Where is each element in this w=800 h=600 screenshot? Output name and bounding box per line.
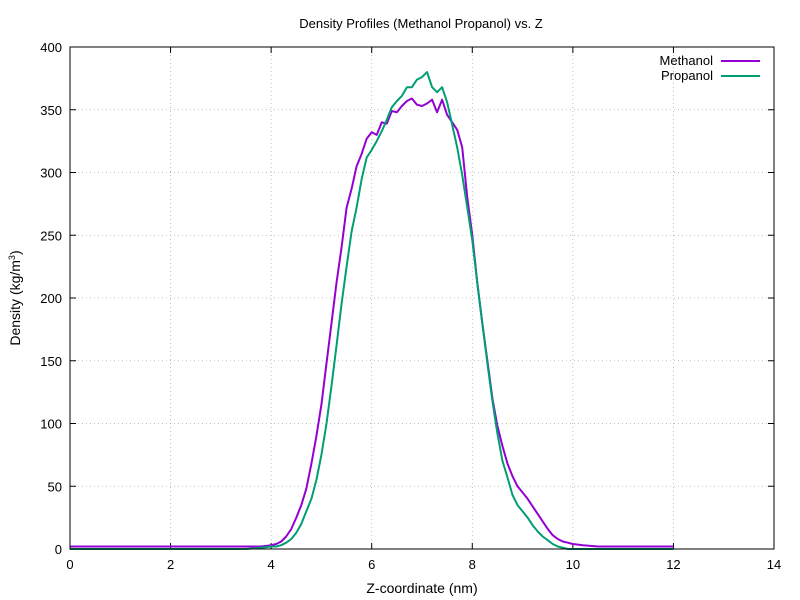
y-tick-label: 400 bbox=[40, 40, 62, 55]
plot-frame bbox=[69, 46, 775, 550]
y-axis-label-close: ) bbox=[7, 250, 23, 255]
y-tick-label: 50 bbox=[48, 479, 62, 494]
y-axis-label-superscript: 3 bbox=[7, 255, 17, 260]
y-tick-label: 100 bbox=[40, 417, 62, 432]
series-line-methanol bbox=[70, 97, 674, 548]
x-tick-label: 2 bbox=[167, 557, 174, 572]
x-tick-label: 12 bbox=[666, 557, 680, 572]
x-tick-label: 4 bbox=[268, 557, 275, 572]
y-axis-label-main: Density (kg/m bbox=[7, 260, 23, 346]
axis-ticks: 0 2 4 6 8 10 12 14 0 50 100 150 200 250 300 350 400 bbox=[40, 40, 781, 572]
series-lines bbox=[70, 71, 674, 550]
x-tick-label: 8 bbox=[469, 557, 476, 572]
y-tick-label: 150 bbox=[40, 354, 62, 369]
x-tick-label: 14 bbox=[767, 557, 781, 572]
y-axis-label: Density (kg/m3) bbox=[7, 250, 23, 345]
x-axis-label: Z-coordinate (nm) bbox=[366, 580, 477, 596]
y-tick-label: 200 bbox=[40, 291, 62, 306]
chart-title: Density Profiles (Methanol Propanol) vs.… bbox=[299, 16, 543, 31]
series-line-propanol bbox=[70, 71, 674, 550]
grid bbox=[70, 47, 774, 549]
y-tick-label: 350 bbox=[40, 103, 62, 118]
y-tick-label: 250 bbox=[40, 228, 62, 243]
x-tick-label: 0 bbox=[66, 557, 73, 572]
y-tick-label: 300 bbox=[40, 166, 62, 181]
y-tick-label: 0 bbox=[55, 542, 62, 557]
legend-label-methanol: Methanol bbox=[660, 53, 714, 68]
x-tick-label: 6 bbox=[368, 557, 375, 572]
x-tick-label: 10 bbox=[566, 557, 580, 572]
legend-label-propanol: Propanol bbox=[661, 68, 713, 83]
